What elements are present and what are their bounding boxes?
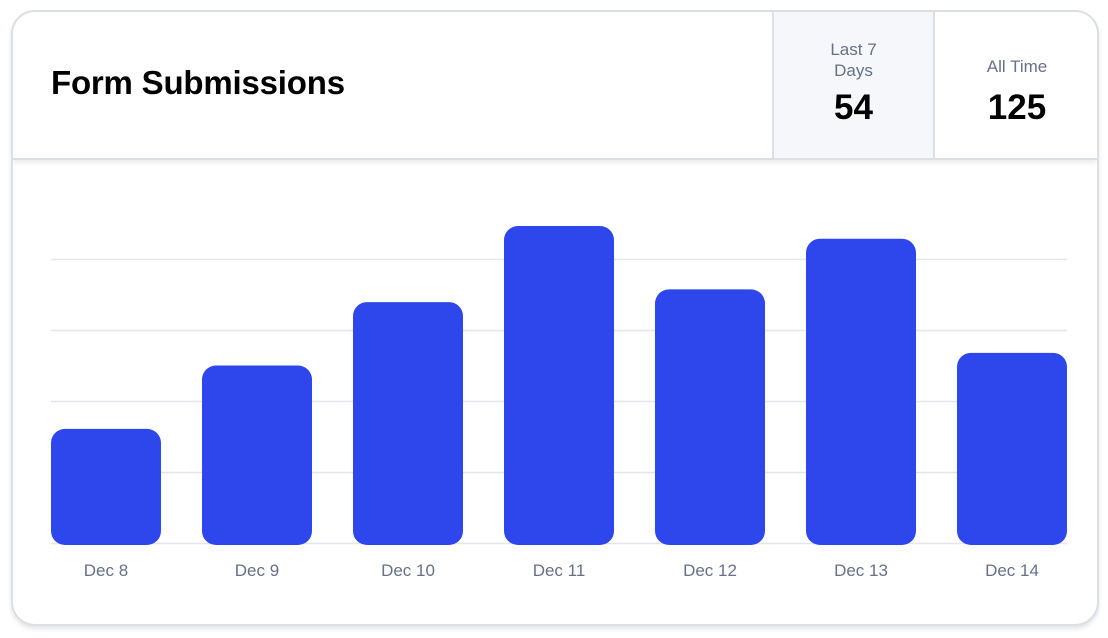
x-tick-label: Dec 8 [84, 561, 128, 580]
stat-last-7-days-value: 54 [834, 88, 873, 127]
bar-dec-13[interactable] [806, 238, 916, 545]
x-tick-label: Dec 13 [834, 561, 888, 580]
bar-dec-14[interactable] [957, 352, 1067, 545]
bar-dec-12[interactable] [655, 289, 765, 545]
chart-area: Dec 8 Dec 9 Dec 10 Dec 11 Dec 12 Dec 13 Dec 14 [13, 160, 1097, 624]
stat-all-time-label: All Time [986, 57, 1048, 76]
x-tick-label: Dec 10 [381, 561, 435, 580]
bar-dec-10[interactable] [353, 302, 463, 545]
card-header: Form Submissions Last 7 Days 54 All Time… [13, 12, 1097, 160]
card-title: Form Submissions [51, 64, 345, 101]
stat-all-time[interactable]: All Time 125 [933, 12, 1097, 158]
bar-chart: Dec 8 Dec 9 Dec 10 Dec 11 Dec 12 Dec 13 Dec 14 [51, 226, 1067, 580]
stat-last-7-days[interactable]: Last 7 Days 54 [772, 12, 933, 158]
stat-all-time-value: 125 [987, 88, 1047, 127]
x-tick-label: Dec 12 [683, 561, 737, 580]
bar-dec-8[interactable] [51, 428, 161, 545]
x-tick-label: Dec 11 [533, 561, 586, 580]
x-tick-label: Dec 14 [985, 561, 1039, 580]
bar-dec-11[interactable] [504, 226, 614, 545]
x-tick-label: Dec 9 [235, 561, 279, 580]
stat-last-7-days-label: Last 7 Days [830, 40, 877, 80]
bar-dec-9[interactable] [202, 365, 312, 546]
form-submissions-card: Form Submissions Last 7 Days 54 All Time… [11, 10, 1099, 626]
